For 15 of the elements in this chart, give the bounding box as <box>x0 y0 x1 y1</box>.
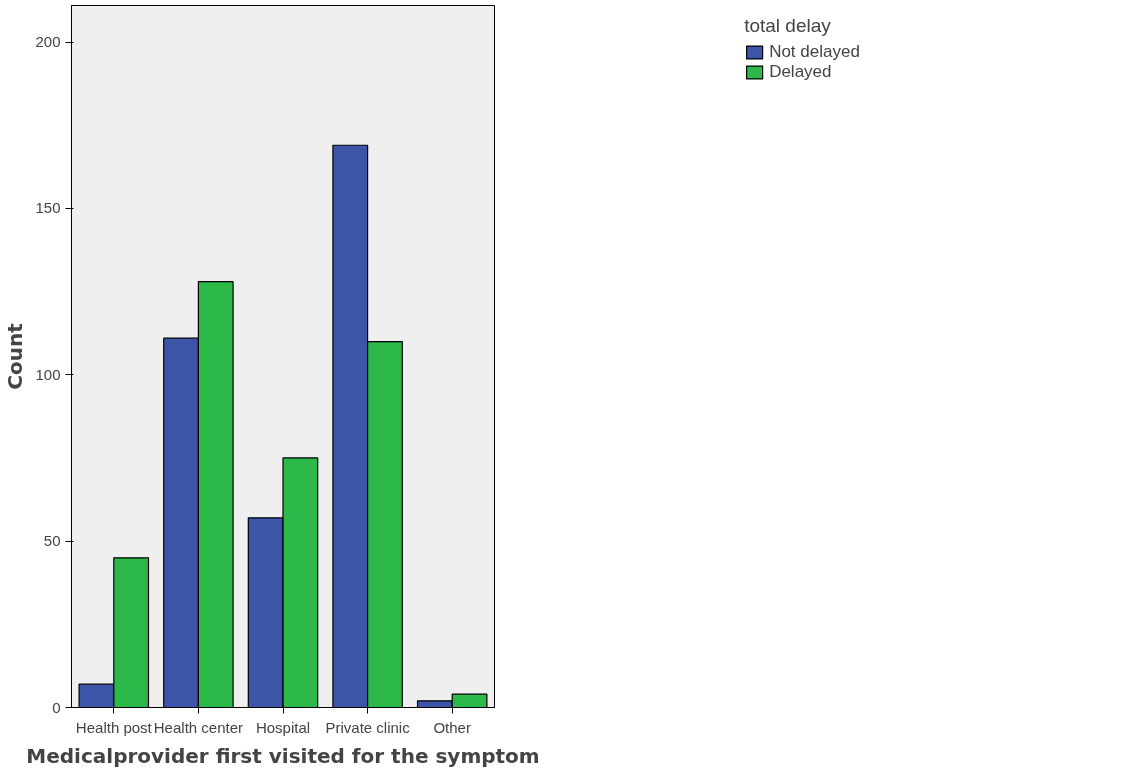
x-tick-label: Hospital <box>255 718 311 736</box>
y-tick-label: 0 <box>52 698 61 716</box>
y-axis-title: Count <box>3 322 28 390</box>
legend-title: total delay <box>744 15 832 37</box>
x-tick-label: Health center <box>153 718 244 736</box>
x-tick-label: Private clinic <box>325 718 411 736</box>
x-tick-label: Health post <box>75 718 153 736</box>
legend-label: Delayed <box>769 62 832 82</box>
x-axis-title: Medicalprovider first visited for the symptom <box>26 743 540 768</box>
y-tick-label: 150 <box>35 199 61 217</box>
y-tick-label: 100 <box>35 365 61 383</box>
legend-label: Not delayed <box>769 42 860 62</box>
y-tick-label: 200 <box>35 33 61 51</box>
y-tick-label: 50 <box>43 532 61 550</box>
x-tick-label: Other <box>433 718 471 736</box>
